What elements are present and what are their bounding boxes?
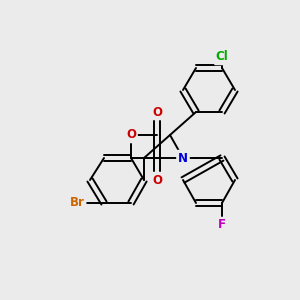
Text: F: F — [218, 218, 226, 232]
Text: Br: Br — [70, 196, 84, 209]
Text: Cl: Cl — [216, 50, 228, 64]
Text: O: O — [152, 106, 162, 118]
Text: N: N — [178, 152, 188, 164]
Text: O: O — [126, 128, 136, 142]
Text: O: O — [152, 173, 162, 187]
